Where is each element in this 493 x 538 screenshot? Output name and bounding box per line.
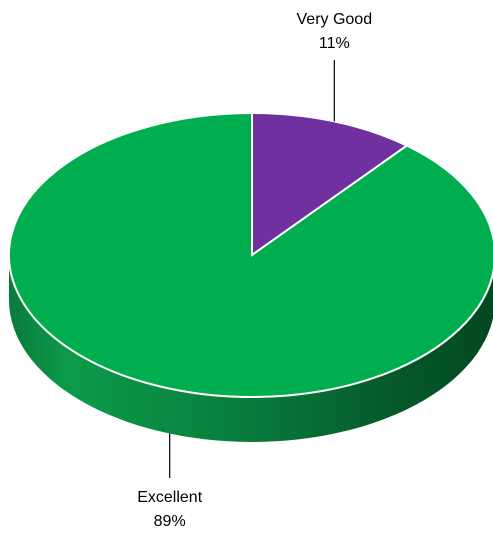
slice-label-very-good: Very Good bbox=[297, 11, 373, 28]
slice-value-very-good: 11% bbox=[319, 35, 350, 52]
slice-value-excellent: 89% bbox=[154, 513, 186, 530]
pie-depth bbox=[9, 255, 493, 442]
slice-label-excellent: Excellent bbox=[137, 489, 202, 506]
slice-labels: Very Good 11% Excellent 89% bbox=[137, 11, 372, 530]
slice-excellent bbox=[8, 111, 493, 398]
pie-slices bbox=[8, 111, 493, 398]
leader-lines bbox=[169, 60, 335, 478]
slice-very-good bbox=[251, 111, 409, 257]
pie-side-wall bbox=[9, 255, 493, 442]
